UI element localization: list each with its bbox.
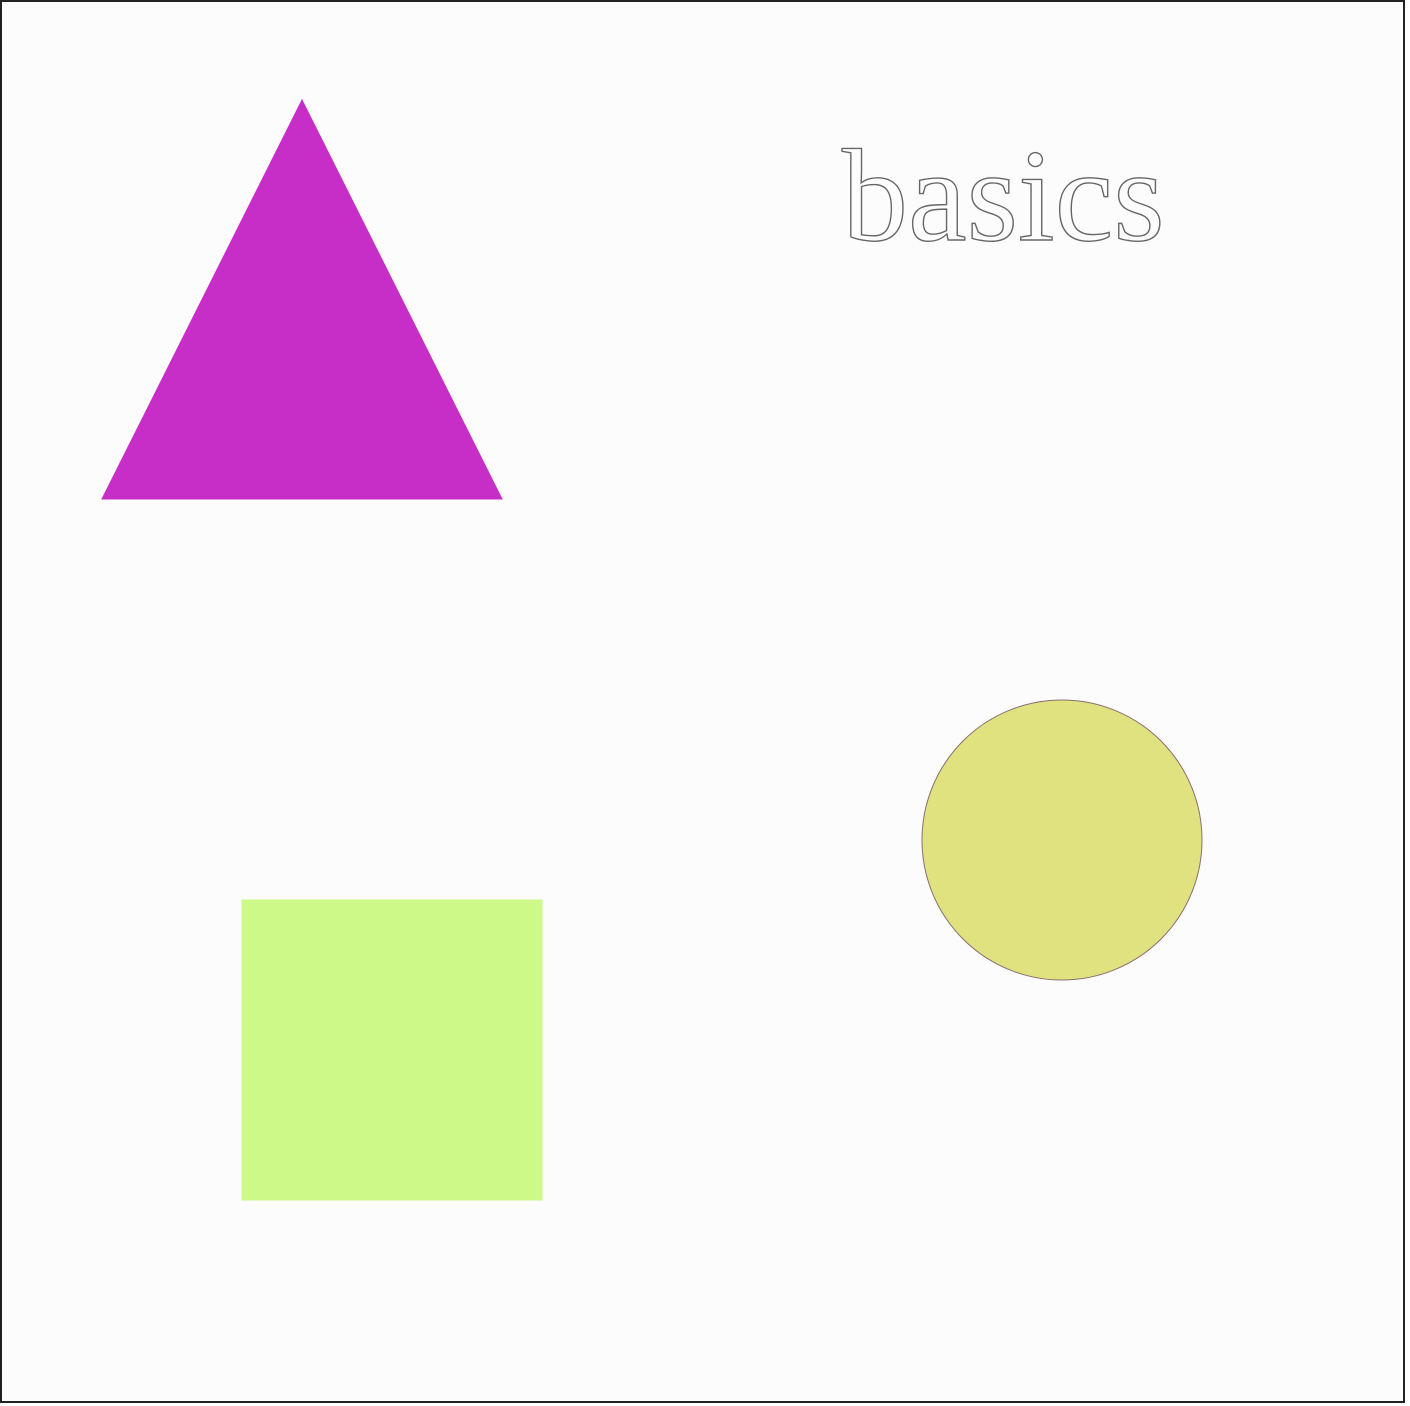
yellow-circle — [921, 699, 1203, 981]
basics-label: basics — [842, 122, 1165, 269]
green-square — [241, 899, 543, 1201]
magenta-triangle — [101, 98, 503, 500]
